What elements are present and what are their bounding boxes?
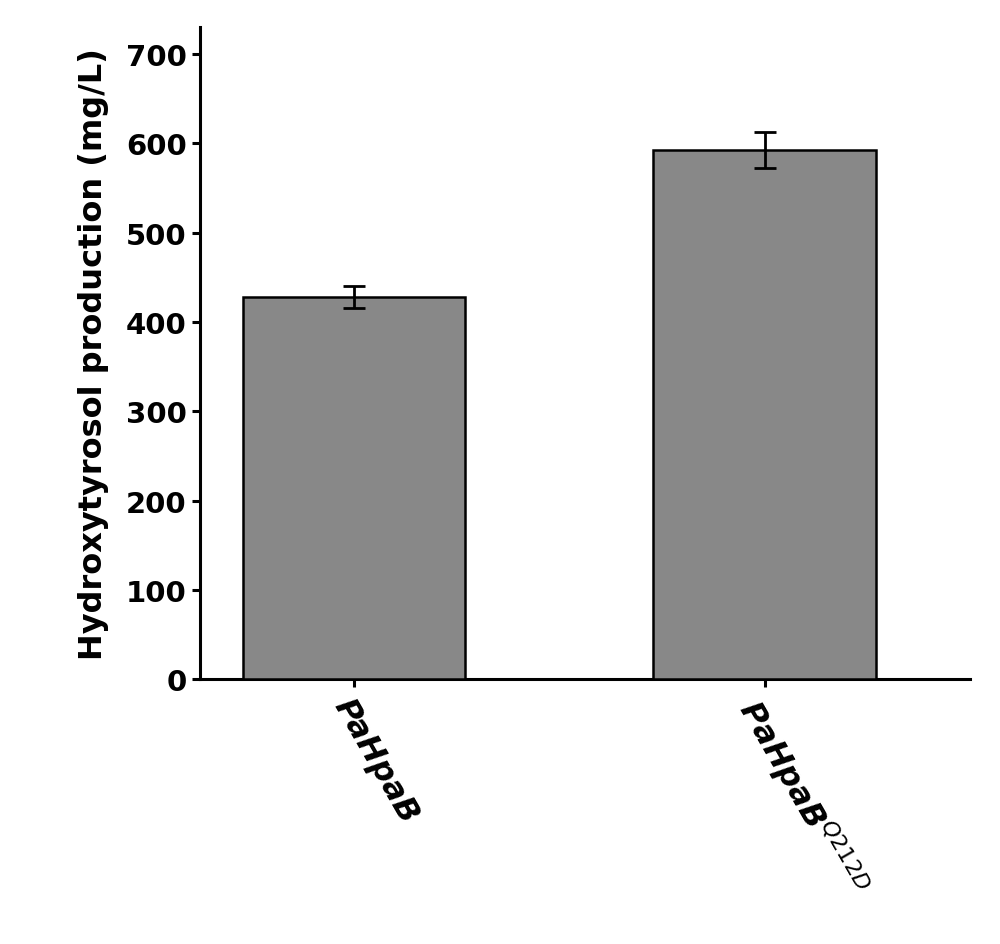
Bar — [653, 150, 876, 680]
Y-axis label: Hydroxytyrosol production (mg/L): Hydroxytyrosol production (mg/L) — [78, 48, 109, 660]
Bar — [243, 297, 465, 680]
